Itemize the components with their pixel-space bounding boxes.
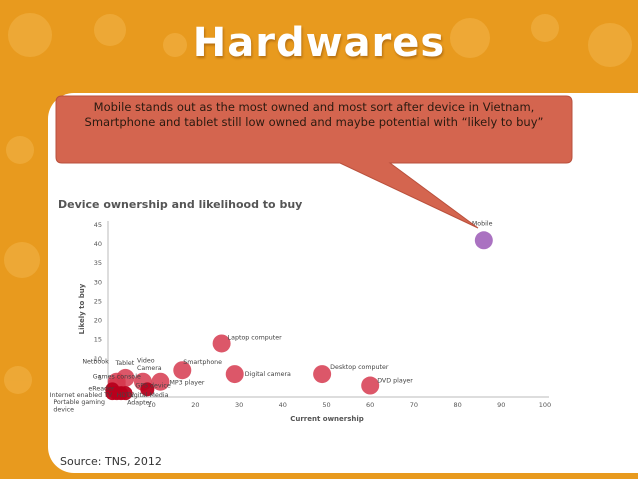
x-tick-label: 90 [497, 401, 505, 409]
point-label: Camera [137, 365, 162, 372]
point-label: Netbook [82, 359, 109, 366]
y-tick-label: 35 [94, 259, 102, 267]
point-label: Mobile [472, 220, 493, 227]
x-tick-label: 20 [191, 401, 199, 409]
data-point [114, 386, 129, 401]
x-tick-label: 40 [279, 401, 287, 409]
y-axis-label: Likely to buy [78, 283, 86, 334]
data-point [173, 361, 192, 380]
x-tick-label: 80 [453, 401, 461, 409]
point-label: Portable gaming [53, 399, 105, 406]
y-tick-label: 5 [98, 374, 102, 382]
chart-axes [107, 221, 549, 398]
callout-text: Mobile stands out as the most owned and … [84, 100, 544, 129]
x-tick-label: 50 [322, 401, 330, 409]
point-label: Internet enabled TV [50, 392, 113, 399]
y-tick-label: 10 [94, 355, 102, 363]
point-label: Laptop computer [228, 334, 282, 341]
x-tick-label: 30 [235, 401, 243, 409]
chart-ticks: 10 20 30 40 50 60 70 80 90 100 5 10 15 20 25 30 35 40 45 [94, 221, 551, 409]
chart-points [105, 231, 493, 401]
source-note: Source: TNS, 2012 [60, 455, 162, 468]
point-label: MP3 player [169, 380, 204, 387]
data-point [225, 365, 244, 384]
point-label: device [53, 407, 74, 414]
x-tick-label: 70 [410, 401, 418, 409]
x-tick-label: 10 [148, 401, 156, 409]
point-label: Games console [93, 374, 141, 381]
data-point [313, 365, 332, 384]
y-tick-label: 15 [94, 336, 102, 344]
decorative-flower-icons [4, 13, 632, 394]
point-label: Digital Media [127, 392, 168, 399]
y-tick-label: 25 [94, 297, 102, 305]
data-point [474, 231, 493, 250]
data-point [212, 334, 231, 353]
y-tick-label: 20 [94, 317, 102, 325]
point-label: Digital camera [245, 371, 291, 378]
point-label: Desktop computer [330, 364, 389, 371]
point-label: HDTV [116, 392, 134, 399]
x-axis-label: Current ownership [290, 415, 364, 423]
point-label: GPS device [135, 382, 170, 389]
chart-point-labels: Mobile Laptop computer Smartphone Digital c… [50, 220, 493, 413]
chart-title: Device ownership and likelihood to buy [58, 198, 302, 211]
data-point [151, 372, 170, 391]
y-tick-label: 30 [94, 278, 102, 286]
point-label: Video [137, 358, 155, 365]
x-tick-label: 60 [366, 401, 374, 409]
point-label: DVD player [377, 378, 413, 385]
point-label: Adapter [127, 400, 152, 407]
x-tick-label: 100 [539, 401, 551, 409]
point-label: Smartphone [183, 359, 222, 366]
slide-title: Hardwares [192, 20, 446, 66]
y-tick-label: 40 [94, 240, 102, 248]
point-label: eReader [88, 385, 115, 392]
data-point [361, 376, 380, 395]
point-label: Tablet [114, 360, 134, 367]
data-point [140, 382, 155, 397]
y-tick-label: 45 [94, 221, 102, 229]
